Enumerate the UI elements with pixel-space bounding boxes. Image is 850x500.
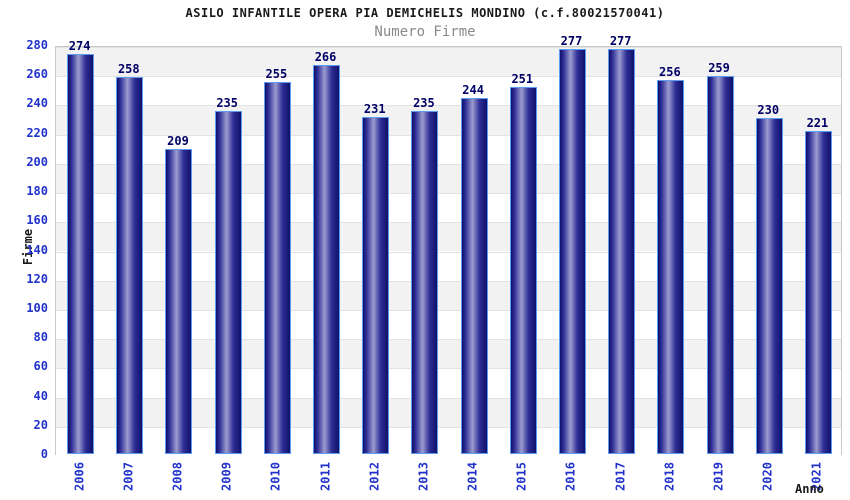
y-tick-label: 60 xyxy=(33,359,48,374)
x-tick-label-2013: 2013 xyxy=(416,462,431,491)
y-tick-label: 20 xyxy=(33,417,48,432)
y-tick-label: 180 xyxy=(26,184,48,199)
x-tick-label-2019: 2019 xyxy=(711,462,726,491)
x-tick-label-2020: 2020 xyxy=(760,462,775,491)
bar-2011 xyxy=(313,65,341,454)
bar-2020 xyxy=(755,118,783,454)
x-tick-label-2006: 2006 xyxy=(72,462,87,491)
x-tick-label-2007: 2007 xyxy=(121,462,136,491)
bar-2013 xyxy=(411,110,439,454)
bar-2007 xyxy=(116,77,144,454)
bar-2019 xyxy=(706,75,734,454)
bar-2021 xyxy=(804,131,832,454)
x-tick-label-2010: 2010 xyxy=(268,462,283,491)
x-tick-label-2014: 2014 xyxy=(465,462,480,491)
y-tick-label: 0 xyxy=(40,447,48,461)
x-tick-label-2009: 2009 xyxy=(219,462,234,491)
x-tick-label-2015: 2015 xyxy=(514,462,529,491)
bar-2017 xyxy=(608,49,636,454)
x-tick-label-2012: 2012 xyxy=(367,462,382,491)
bar-2008 xyxy=(165,148,193,454)
plot-area xyxy=(55,46,842,456)
x-tick-label-2018: 2018 xyxy=(662,462,677,491)
bar-2010 xyxy=(263,81,291,454)
bar-2006 xyxy=(67,53,95,454)
bar-2018 xyxy=(657,80,685,454)
x-tick-label-2011: 2011 xyxy=(318,462,333,491)
y-tick-label: 100 xyxy=(26,300,48,315)
y-tick-label: 40 xyxy=(33,388,48,403)
y-tick-label: 240 xyxy=(26,96,48,111)
bar-2014 xyxy=(460,97,488,454)
y-tick-label: 200 xyxy=(26,154,48,169)
x-tick-label-2017: 2017 xyxy=(613,462,628,491)
x-tick-label-2008: 2008 xyxy=(170,462,185,491)
y-tick-label: 220 xyxy=(26,125,48,140)
y-tick-label: 80 xyxy=(33,330,48,345)
grid-band xyxy=(56,47,841,77)
bar-2015 xyxy=(509,87,537,454)
x-tick-label-2016: 2016 xyxy=(563,462,578,491)
bar-2016 xyxy=(558,49,586,454)
y-tick-label: 280 xyxy=(26,38,48,52)
y-tick-label: 260 xyxy=(26,67,48,82)
y-axis-title: Firme xyxy=(21,228,35,266)
bar-2009 xyxy=(214,110,242,454)
chart-title: ASILO INFANTILE OPERA PIA DEMICHELIS MON… xyxy=(185,6,665,20)
x-axis-title: Anno xyxy=(795,482,824,496)
bar-2012 xyxy=(362,116,390,454)
chart-subtitle: Numero Firme xyxy=(374,24,476,40)
